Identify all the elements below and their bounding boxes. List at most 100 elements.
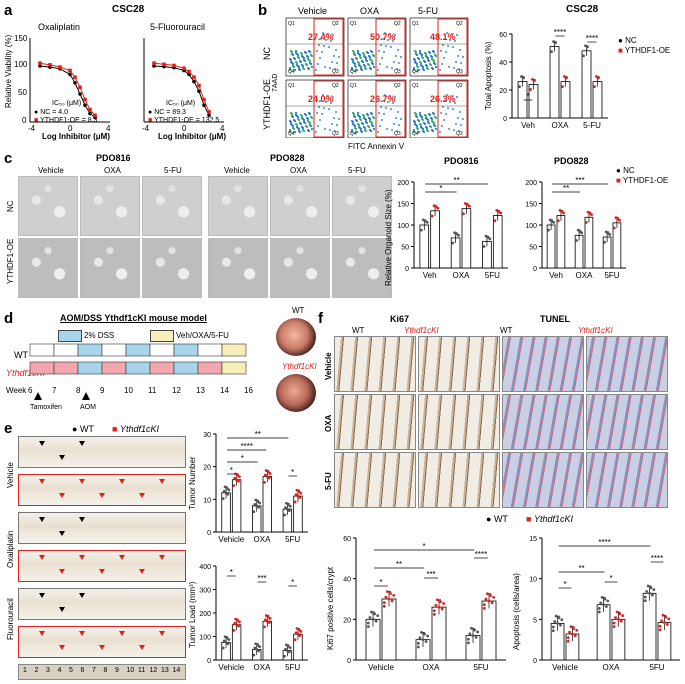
data-point xyxy=(265,475,269,478)
y-tick-label: 10 xyxy=(529,577,537,584)
a-xtick: 4 xyxy=(106,124,111,133)
y-tick-label: 100 xyxy=(525,223,537,230)
apoptosis-gate xyxy=(375,18,406,76)
data-point xyxy=(236,473,239,477)
ruler-tick: 14 xyxy=(172,667,181,674)
c-row-nc: NC xyxy=(6,200,15,212)
flow-cell xyxy=(440,50,442,52)
flow-cell xyxy=(431,67,435,71)
x-tick-label: OXA xyxy=(576,271,594,280)
flow-cell xyxy=(445,51,447,53)
week-tick: 7 xyxy=(52,386,57,395)
week-tick: 9 xyxy=(100,386,105,395)
flow-cell xyxy=(299,60,303,64)
flow-cell xyxy=(412,130,416,134)
panel-a-curves xyxy=(29,38,224,123)
flow-cell xyxy=(381,57,383,59)
data-point xyxy=(436,206,440,210)
flow-cell xyxy=(421,127,425,131)
flow-cell xyxy=(460,124,462,126)
data-point xyxy=(285,643,288,647)
flow-cell xyxy=(294,49,298,53)
quadrant-label: Q1 xyxy=(288,83,295,89)
flow-cell xyxy=(372,116,376,120)
flow-cell xyxy=(329,67,331,69)
data-point xyxy=(602,603,605,607)
flow-cell xyxy=(288,66,292,70)
data-point xyxy=(605,605,608,608)
data-point xyxy=(597,606,601,610)
quadrant-label: Q3 xyxy=(394,131,401,137)
y-tick-label: 0 xyxy=(207,530,211,537)
sig-label: * xyxy=(526,92,529,101)
flow-cell xyxy=(460,62,462,64)
data-point xyxy=(434,603,438,607)
flow-cell xyxy=(317,125,319,127)
data-point xyxy=(267,621,271,625)
flow-cell xyxy=(391,67,393,69)
week-tick: 12 xyxy=(172,386,181,395)
data-point xyxy=(263,625,266,629)
flow-cell xyxy=(449,39,451,41)
flow-cell xyxy=(384,32,386,34)
data-point xyxy=(490,601,494,605)
flow-cell xyxy=(336,124,338,126)
data-point xyxy=(266,615,270,619)
flow-cell xyxy=(451,95,453,97)
flow-cell xyxy=(332,96,334,98)
data-point xyxy=(293,500,297,504)
flow-cell xyxy=(457,117,459,119)
flow-cell xyxy=(457,55,459,57)
d-week-label: Week xyxy=(6,386,27,395)
data-point xyxy=(606,599,610,603)
a-xtick: 4 xyxy=(220,124,225,133)
flow-cell xyxy=(306,117,310,121)
x-tick-label: Veh xyxy=(423,271,437,280)
a-ytick: 150 xyxy=(14,34,28,43)
data-point xyxy=(603,240,606,244)
organoid-image xyxy=(332,176,392,236)
y-tick-label: 0 xyxy=(347,658,351,665)
flow-cell xyxy=(295,61,299,65)
y-tick-label: 0 xyxy=(533,658,537,665)
curve-point xyxy=(192,79,196,84)
f-row-vehicle: Vehicle xyxy=(324,352,333,380)
timeline-cki-cell xyxy=(101,361,127,375)
flow-cell xyxy=(292,65,296,69)
y-tick-label: 20 xyxy=(343,617,351,624)
y-tick-label: 400 xyxy=(199,564,211,571)
flow-cell xyxy=(293,119,297,123)
x-tick-label: 5FU xyxy=(473,663,488,672)
quadrant-label: Q1 xyxy=(412,83,419,89)
flow-cell xyxy=(364,67,368,71)
timeline-wt-cell xyxy=(53,343,79,357)
bar xyxy=(612,222,622,269)
bar xyxy=(581,50,592,119)
flow-cell xyxy=(335,111,337,113)
a-xtick: -4 xyxy=(142,124,150,133)
data-point xyxy=(531,77,534,81)
data-point xyxy=(488,237,492,241)
ruler-tick: 8 xyxy=(103,667,108,674)
flow-plot xyxy=(347,79,407,138)
organoid-image xyxy=(208,176,268,236)
organoid-image xyxy=(208,238,268,298)
flow-cell xyxy=(360,68,364,72)
data-point xyxy=(263,473,267,477)
organoid-image xyxy=(270,238,330,298)
flow-cell xyxy=(394,96,396,98)
curve-point xyxy=(73,81,77,85)
data-point xyxy=(439,600,442,604)
data-point xyxy=(470,626,473,630)
flow-cell xyxy=(452,46,454,48)
flow-cell xyxy=(310,116,314,120)
quadrant-label: Q4 xyxy=(412,69,419,75)
data-point xyxy=(253,502,257,506)
flow-cell xyxy=(439,131,441,133)
data-point xyxy=(533,79,536,83)
data-point xyxy=(566,636,570,640)
data-point xyxy=(573,634,577,638)
data-point xyxy=(599,601,603,605)
curve-point xyxy=(172,63,176,68)
